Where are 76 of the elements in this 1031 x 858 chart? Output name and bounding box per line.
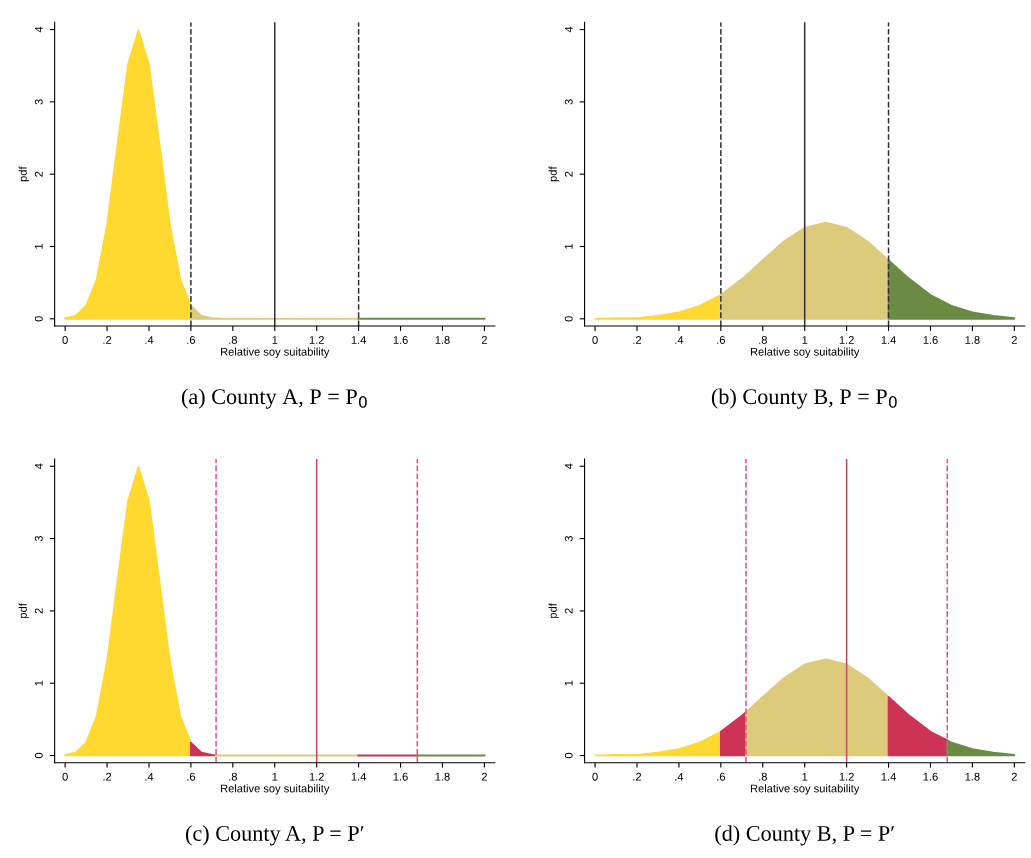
x-tick-label: 1.8 <box>965 772 980 781</box>
x-tick-label: .2 <box>103 336 112 344</box>
y-tick-label: 2 <box>34 608 43 614</box>
x-tick-label: 1.4 <box>351 336 367 344</box>
x-tick-label: .8 <box>229 772 237 781</box>
x-axis-title: Relative soy suitability <box>750 347 860 358</box>
x-tick-label: 1.2 <box>839 336 854 344</box>
text: (b) County B, P = P$_{0}$ <box>711 388 897 409</box>
y-tick-label: 2 <box>564 171 573 177</box>
y-tick-label: 0 <box>564 752 573 759</box>
x-tick-label: 2 <box>1011 336 1017 344</box>
x-tick-label: 2 <box>481 772 487 781</box>
x-tick-label: .4 <box>675 772 684 781</box>
x-tick-label: .4 <box>145 772 154 781</box>
x-tick-label: .2 <box>633 772 642 781</box>
y-tick-label: 1 <box>564 680 573 686</box>
x-tick-label: 1.2 <box>309 336 324 344</box>
x-tick-label: .4 <box>145 336 154 344</box>
x-tick-label: .6 <box>717 336 725 344</box>
y-tick-label: 2 <box>34 171 43 177</box>
x-tick-label: 0 <box>62 336 68 344</box>
x-tick-label: 1.4 <box>881 336 896 344</box>
x-tick-label: .4 <box>675 336 684 344</box>
y-tick-label: 4 <box>564 463 573 470</box>
y-axis-title: pdf <box>548 603 559 618</box>
y-tick-label: 2 <box>564 608 573 614</box>
x-tick-label: 1.2 <box>309 772 324 781</box>
text: (a) County A, P = P$_{0}$ <box>181 388 367 409</box>
x-tick-label: .2 <box>103 772 112 781</box>
x-tick-label: 1.6 <box>923 336 938 344</box>
x-tick-label: .8 <box>229 336 237 344</box>
x-tick-label: 1.4 <box>881 772 896 781</box>
text: (c) County A, P = P′ <box>185 825 364 846</box>
x-tick-label: .6 <box>717 772 725 781</box>
x-tick-label: 1.4 <box>351 772 367 781</box>
x-tick-label: .8 <box>759 336 767 344</box>
x-tick-label: 1.2 <box>839 772 854 781</box>
x-tick-label: 0 <box>592 772 598 781</box>
x-tick-label: 1 <box>802 336 808 344</box>
y-tick-label: 0 <box>34 316 43 322</box>
x-tick-label: 2 <box>481 336 487 344</box>
x-tick-label: 1.6 <box>923 772 938 781</box>
y-tick-label: 4 <box>564 26 573 33</box>
y-tick-label: 1 <box>564 243 573 249</box>
y-tick-label: 3 <box>564 99 573 105</box>
y-tick-label: 1 <box>34 680 43 686</box>
x-tick-label: 1.6 <box>393 336 408 344</box>
y-tick-label: 4 <box>34 463 43 470</box>
x-axis-title: Relative soy suitability <box>221 784 330 795</box>
y-tick-label: 3 <box>34 99 43 105</box>
y-tick-label: 3 <box>34 535 43 542</box>
y-tick-label: 3 <box>564 535 573 542</box>
x-tick-label: 1 <box>272 336 278 344</box>
x-axis-title: Relative soy suitability <box>221 347 330 358</box>
x-tick-label: .6 <box>187 772 196 781</box>
y-axis-title: pdf <box>18 603 30 618</box>
x-axis-title: Relative soy suitability <box>750 784 860 795</box>
y-axis-title: pdf <box>548 166 559 182</box>
x-tick-label: .8 <box>759 772 767 781</box>
x-tick-label: 0 <box>62 772 68 781</box>
x-tick-label: .2 <box>633 336 642 344</box>
y-tick-label: 1 <box>34 243 43 249</box>
x-tick-label: 1 <box>272 772 278 781</box>
x-tick-label: 1.8 <box>965 336 980 344</box>
x-tick-label: 1.8 <box>435 772 450 781</box>
x-tick-label: 2 <box>1011 772 1017 781</box>
x-tick-label: .6 <box>187 336 196 344</box>
x-tick-label: 1.8 <box>435 336 450 344</box>
x-tick-label: 1.6 <box>393 772 408 781</box>
x-tick-label: 0 <box>592 336 598 344</box>
y-tick-label: 4 <box>34 26 43 33</box>
y-tick-label: 0 <box>564 316 573 322</box>
x-tick-label: 1 <box>802 772 808 781</box>
text: (d) County B, P = P′ <box>715 825 894 846</box>
y-axis-title: pdf <box>18 166 30 182</box>
y-tick-label: 0 <box>34 752 43 759</box>
